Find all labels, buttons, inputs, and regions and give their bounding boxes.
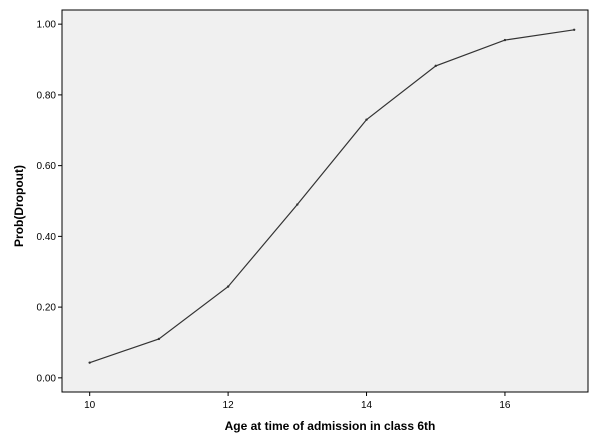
y-tick-label: 0.60 (37, 161, 57, 172)
y-axis-title: Prob(Dropout) (12, 165, 26, 247)
data-point (157, 337, 161, 341)
x-tick-label: 12 (223, 400, 235, 411)
plot-area (61, 9, 589, 393)
y-axis: 0.00 0.20 0.40 0.60 0.80 1.00 (37, 20, 62, 384)
y-tick-label: 0.20 (37, 303, 57, 314)
data-point (503, 38, 507, 42)
data-points (88, 28, 576, 364)
x-tick-label: 14 (361, 400, 373, 411)
y-tick-label: 0.00 (37, 373, 57, 384)
x-tick-label: 16 (499, 400, 511, 411)
data-point (365, 118, 368, 121)
x-tick-label: 10 (84, 400, 96, 411)
data-point (434, 64, 437, 68)
x-axis: 10 12 14 16 (84, 392, 511, 411)
y-tick-label: 1.00 (37, 20, 57, 31)
data-point (226, 285, 230, 288)
data-point (572, 28, 576, 32)
x-axis-title: Age at time of admission in class 6th (225, 419, 436, 433)
series-line (89, 29, 575, 364)
data-point (88, 361, 91, 364)
y-tick-label: 0.40 (37, 232, 57, 243)
data-point (296, 203, 299, 206)
y-tick-label: 0.80 (37, 90, 57, 101)
